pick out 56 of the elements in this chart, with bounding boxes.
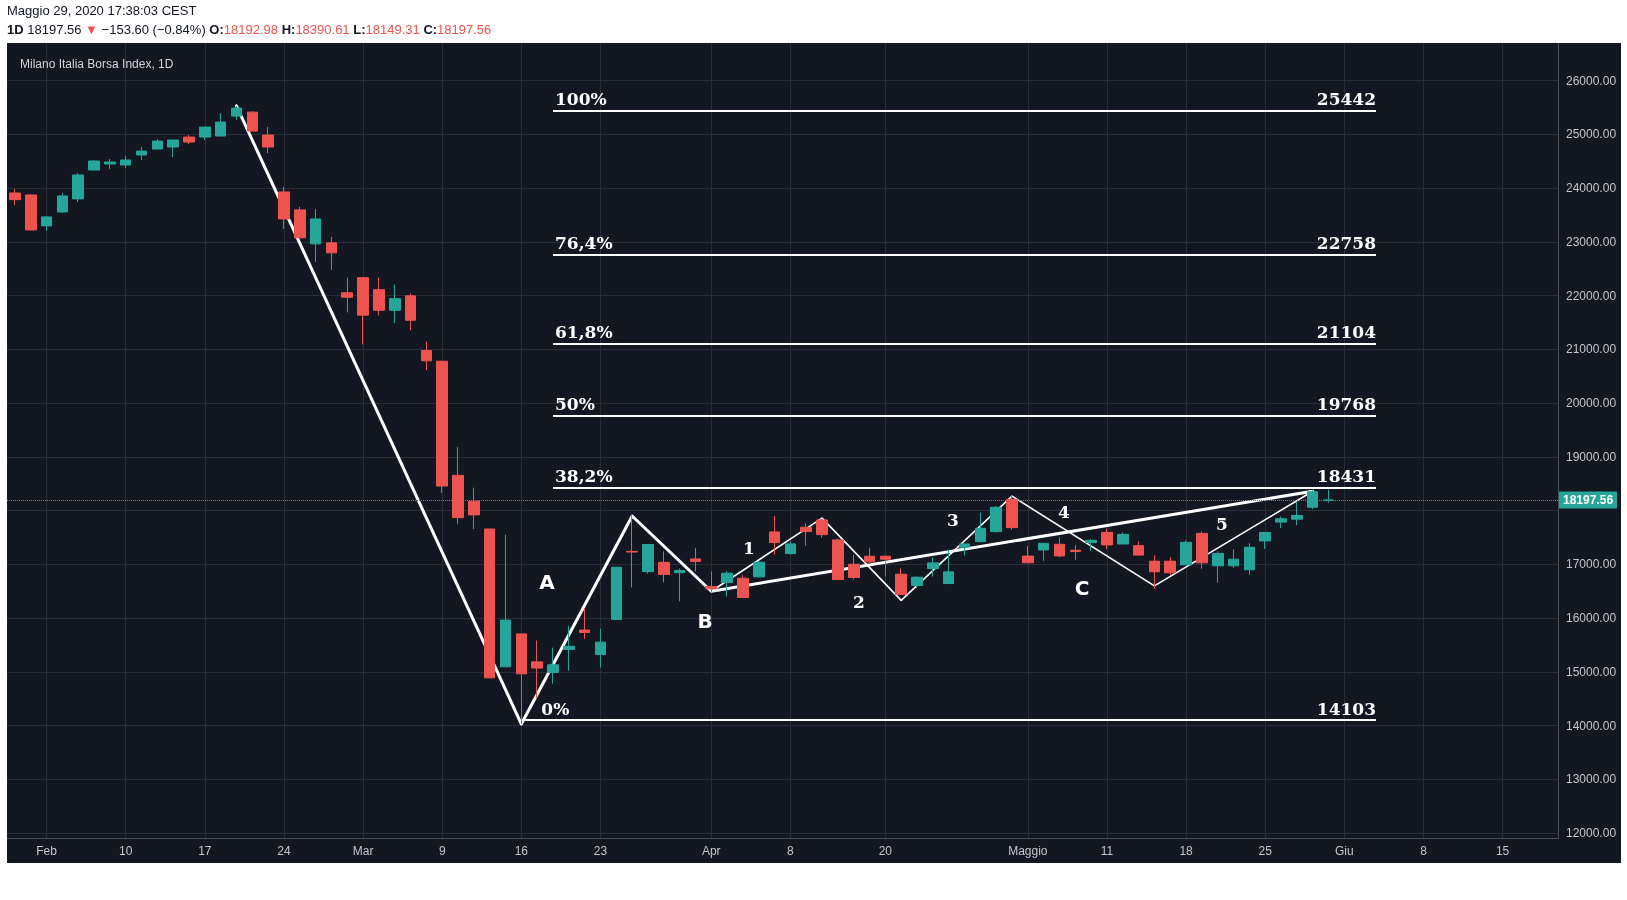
ref-line-label: 22758	[1316, 233, 1376, 254]
annotation: B	[697, 609, 713, 633]
y-tick-label: 15000.00	[1566, 664, 1617, 679]
annotation: 50%	[555, 394, 595, 415]
text: Milano Italia Borsa Index, 1D	[20, 57, 174, 71]
annotation: 0%	[541, 698, 570, 719]
annotation: A	[539, 570, 556, 594]
x-tick-label: 15	[1495, 844, 1510, 858]
y-tick-label: 24000.00	[1566, 181, 1617, 196]
x-tick-label: 17	[198, 844, 212, 858]
annotation: 1	[743, 538, 755, 558]
x-tick-label: 24	[277, 844, 291, 858]
x-tick-label: Maggio	[1008, 844, 1048, 858]
ref-line-label: 14103	[1316, 698, 1376, 719]
x-tick-label: 23	[593, 844, 608, 858]
ref-line-label: 21104	[1316, 322, 1377, 343]
ref-line-label: 18431	[1316, 465, 1376, 486]
y-tick-label: 19000.00	[1566, 449, 1617, 464]
x-tick-label: 11	[1100, 844, 1114, 858]
y-tick-label: 22000.00	[1566, 288, 1617, 303]
chart-subtitle: Maggio 29, 2020 17:38:03 CEST	[7, 2, 198, 20]
x-tick-label: Mar	[352, 844, 374, 858]
x-tick-label: 16	[514, 844, 529, 858]
annotation: 2	[853, 592, 865, 612]
x-tick-label: 18	[1179, 844, 1194, 858]
y-tick-label: 23000.00	[1566, 234, 1617, 249]
x-tick-label: 8	[1420, 844, 1428, 858]
y-tick-label: 13000.00	[1566, 772, 1617, 787]
annotation: 5	[1216, 514, 1228, 534]
x-tick-label: 20	[878, 844, 893, 858]
annotation: 61,8%	[555, 322, 613, 343]
y-tick-label: 14000.00	[1566, 718, 1617, 733]
y-tick-label: 12000.00	[1566, 826, 1617, 841]
annotation: 100%	[555, 89, 607, 110]
y-tick-label: 17000.00	[1566, 557, 1617, 572]
y-tick-label: 16000.00	[1566, 611, 1617, 626]
annotation: 4	[1058, 502, 1071, 522]
ref-line-label: 25442	[1316, 89, 1376, 110]
x-tick-label: 25	[1258, 844, 1273, 858]
x-tick-label: 9	[438, 844, 446, 858]
ref-line-label: 18197.56	[1563, 493, 1614, 508]
y-tick-label: 26000.00	[1566, 73, 1617, 88]
x-tick-label: Giu	[1335, 844, 1354, 858]
ref-line-label: 19768	[1316, 394, 1376, 415]
y-tick-label: 20000.00	[1566, 396, 1617, 411]
annotation: 38,2%	[555, 465, 613, 486]
annotation: C	[1074, 576, 1090, 600]
annotation: 76,4%	[555, 233, 613, 254]
y-tick-label: 21000.00	[1566, 342, 1617, 357]
annotation: 3	[947, 510, 959, 530]
y-tick-label: 25000.00	[1566, 127, 1617, 142]
x-tick-label: Feb	[36, 844, 58, 858]
text: 1D 18197.56 ▼ −153.60 (−0.84%) O:18192.98 H:18390.61 L:18149.31 C:18197.56	[7, 22, 492, 37]
x-tick-label: Apr	[701, 844, 721, 858]
x-tick-label: 8	[787, 844, 795, 858]
x-tick-label: 10	[119, 844, 133, 858]
